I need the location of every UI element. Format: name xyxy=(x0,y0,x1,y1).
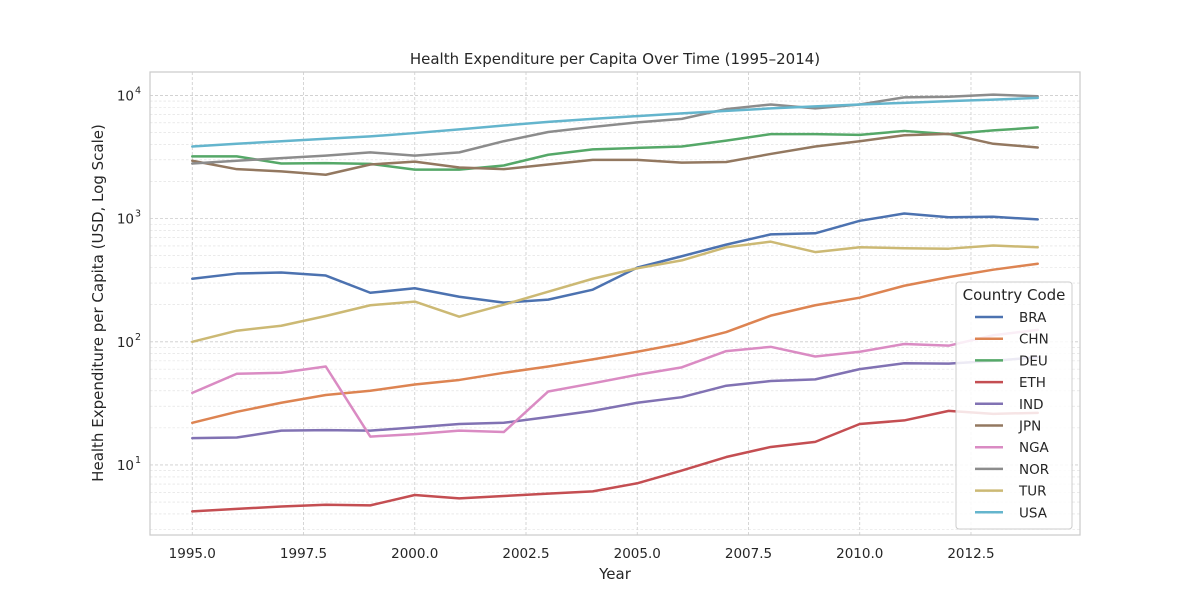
legend-items: BRA CHN DEU ETH IND JPN NGA NOR TUR USA xyxy=(975,310,1050,521)
legend-label-usa: USA xyxy=(1019,505,1048,521)
legend-label-deu: DEU xyxy=(1019,353,1048,369)
series-line-deu xyxy=(191,126,1039,171)
series-line-jpn xyxy=(191,132,1039,177)
chart-title: Health Expenditure per Capita Over Time … xyxy=(410,50,820,68)
legend-label-nor: NOR xyxy=(1019,462,1049,478)
legend-label-jpn: JPN xyxy=(1018,419,1041,435)
y-tick-exponent: 4 xyxy=(135,85,141,96)
x-tick-label: 2000.0 xyxy=(391,546,438,562)
legend: Country Code BRA CHN DEU ETH IND JPN NGA NOR TUR… xyxy=(955,281,1073,530)
series-line-nga xyxy=(191,328,1039,438)
x-tick-label: 2002.5 xyxy=(502,546,549,562)
y-tick-exponent: 3 xyxy=(135,209,141,220)
x-tick-label: 2010.0 xyxy=(836,546,883,562)
legend-label-nga: NGA xyxy=(1019,440,1050,456)
x-tick-label: 2007.5 xyxy=(725,546,772,562)
x-tick-label: 2005.0 xyxy=(614,546,661,562)
series-line-bra xyxy=(191,212,1039,304)
x-axis-label: Year xyxy=(598,565,632,583)
x-tick-label: 2012.5 xyxy=(947,546,994,562)
x-tick-labels: 1995.0 1997.5 2000.0 2002.5 2005.0 2007.5 2010… xyxy=(169,546,995,562)
legend-label-eth: ETH xyxy=(1019,375,1046,391)
legend-label-chn: CHN xyxy=(1019,332,1049,348)
series-lines xyxy=(191,93,1039,513)
series-line-ind xyxy=(191,355,1039,440)
series-line-nor xyxy=(191,93,1039,165)
y-tick-label: 10 xyxy=(117,335,134,351)
y-tick-exponent: 2 xyxy=(135,332,141,343)
y-tick-label: 10 xyxy=(117,212,134,228)
series-line-tur xyxy=(191,240,1039,344)
plot-frame xyxy=(149,71,1081,536)
legend-label-tur: TUR xyxy=(1018,484,1047,500)
y-axis-label: Health Expenditure per Capita (USD, Log … xyxy=(89,124,107,482)
legend-label-bra: BRA xyxy=(1019,310,1047,326)
x-tick-label: 1997.5 xyxy=(280,546,327,562)
series-line-chn xyxy=(191,262,1039,425)
series-line-usa xyxy=(191,96,1039,148)
y-tick-label: 10 xyxy=(117,458,134,474)
y-tick-exponent: 1 xyxy=(135,455,141,466)
legend-title: Country Code xyxy=(963,286,1066,304)
y-tick-label: 10 xyxy=(117,88,134,104)
x-tick-label: 1995.0 xyxy=(169,546,216,562)
legend-label-ind: IND xyxy=(1019,397,1043,413)
legend-box xyxy=(955,281,1073,530)
series-line-eth xyxy=(191,409,1039,513)
